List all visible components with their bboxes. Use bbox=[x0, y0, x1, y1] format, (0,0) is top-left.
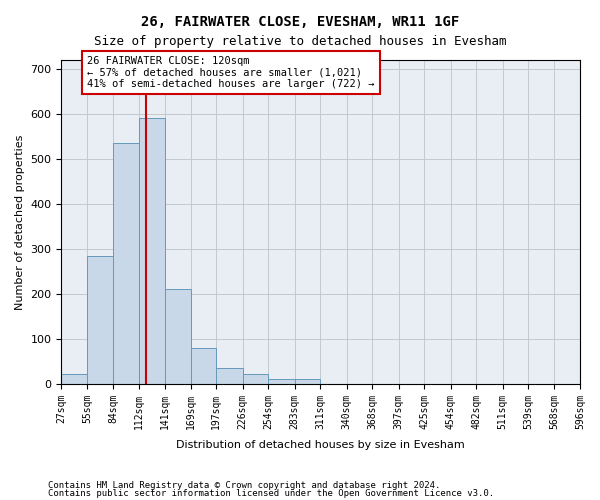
Text: 26, FAIRWATER CLOSE, EVESHAM, WR11 1GF: 26, FAIRWATER CLOSE, EVESHAM, WR11 1GF bbox=[141, 15, 459, 29]
Bar bbox=[191, 348, 217, 384]
Bar bbox=[295, 380, 320, 384]
Bar bbox=[61, 374, 87, 384]
Bar bbox=[268, 378, 295, 384]
Bar bbox=[243, 374, 268, 384]
Y-axis label: Number of detached properties: Number of detached properties bbox=[15, 134, 25, 310]
Bar bbox=[139, 118, 166, 384]
Text: 26 FAIRWATER CLOSE: 120sqm
← 57% of detached houses are smaller (1,021)
41% of s: 26 FAIRWATER CLOSE: 120sqm ← 57% of deta… bbox=[87, 56, 374, 89]
Text: Contains public sector information licensed under the Open Government Licence v3: Contains public sector information licen… bbox=[48, 488, 494, 498]
Text: Contains HM Land Registry data © Crown copyright and database right 2024.: Contains HM Land Registry data © Crown c… bbox=[48, 481, 440, 490]
Text: Size of property relative to detached houses in Evesham: Size of property relative to detached ho… bbox=[94, 35, 506, 48]
Bar bbox=[87, 256, 113, 384]
X-axis label: Distribution of detached houses by size in Evesham: Distribution of detached houses by size … bbox=[176, 440, 465, 450]
Bar bbox=[217, 368, 243, 384]
Bar bbox=[113, 143, 139, 384]
Bar bbox=[166, 290, 191, 384]
